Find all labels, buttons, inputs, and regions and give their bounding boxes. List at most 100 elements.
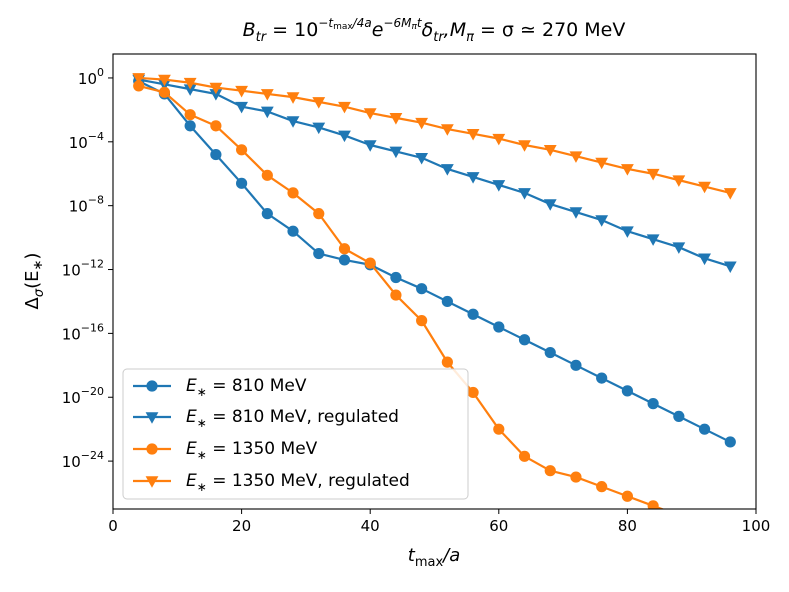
data-point [209,82,223,95]
legend: E∗ = 810 MeV E∗ = 810 MeV, regulated E∗ … [122,368,469,500]
data-point [184,109,196,121]
data-point [621,226,634,238]
data-point [158,86,171,98]
y-axis-title: Δσ(E∗) [22,253,47,310]
data-point [132,73,146,85]
data-point [338,254,351,266]
legend-label-2: E∗ = 810 MeV, regulated [186,407,399,430]
legend-marker-4 [145,476,159,488]
data-point [725,527,736,538]
data-point [647,398,659,410]
data-point [183,77,197,90]
data-point [338,243,351,255]
data-point [183,84,197,96]
data-point [261,169,273,181]
y-tick-label: 10−12 [62,258,104,280]
data-point [673,510,684,521]
y-axis: 100 10−4 10−8 10−12 10−16 10−20 10−24 [62,66,113,471]
series-1 [133,75,736,448]
data-point [260,89,274,101]
legend-box [122,368,469,500]
data-point [466,172,480,184]
data-point [569,151,583,163]
x-axis: 0 20 40 60 80 100 [108,509,770,535]
data-point [416,315,428,327]
data-point [724,436,736,448]
data-point [364,257,376,269]
series-layer [132,73,737,538]
data-point [570,471,582,483]
data-point [698,423,711,435]
data-point [544,465,556,477]
data-point [596,481,608,493]
data-point [158,74,171,87]
data-point [518,188,531,200]
x-tick-label: 100 [742,517,771,535]
data-point [390,289,402,301]
y-tick-label: 10−4 [69,130,104,152]
data-point [492,180,506,192]
data-point [286,116,300,128]
data-point [518,140,531,152]
legend-label-4: E∗ = 1350 MeV, regulated [186,471,410,494]
data-point [646,234,660,246]
data-point [389,113,403,125]
y-tick-label: 10−20 [62,385,104,407]
data-point [698,253,711,266]
data-point [596,372,608,384]
legend-handles [133,380,171,488]
data-point [621,164,634,176]
series-2 [132,74,737,274]
chart-title: Btr = 10−tmax/4ae−6Mπtδtr,Mπ = σ ≃ 270 M… [243,16,626,45]
data-point [313,208,325,220]
series-line-4 [138,76,731,194]
series-line-2 [138,78,731,268]
data-point [287,225,299,237]
data-point [312,97,326,109]
data-point [415,152,429,165]
y-tick-label: 10−16 [62,321,104,343]
x-axis-title: tmax/a [408,545,461,570]
data-point [493,321,505,333]
y-tick-label: 100 [78,66,104,88]
data-point [210,148,222,161]
data-point [699,519,710,530]
legend-label-1: E∗ = 810 MeV [186,376,307,399]
data-point [235,85,248,98]
data-point [390,271,402,284]
data-point [543,144,557,157]
data-point [723,188,737,200]
data-point [518,334,531,346]
series-4 [132,73,737,200]
data-point [209,89,223,101]
data-point [133,80,145,92]
data-point [621,490,634,502]
data-point [338,130,351,143]
data-point [467,386,479,399]
data-point [236,177,248,189]
x-tick-label: 40 [361,517,380,535]
x-tick-label: 0 [108,517,118,535]
series-3 [133,80,736,538]
data-point [570,359,582,371]
data-point [363,108,377,120]
data-point [672,242,686,254]
data-point [363,140,377,152]
x-tick-label: 60 [489,517,508,535]
legend-label-3: E∗ = 1350 MeV [186,439,318,462]
data-point [286,92,300,104]
data-point [569,207,583,219]
data-point [441,295,453,308]
data-point [389,146,403,159]
data-point [416,283,428,295]
data-point [338,101,351,114]
data-point [673,410,685,423]
data-point [287,187,299,199]
data-point [493,423,505,435]
data-point [621,385,634,397]
data-point [646,168,660,181]
data-point [210,120,222,132]
data-point [261,208,273,220]
legend-marker-2 [145,412,159,424]
data-point [543,199,557,211]
